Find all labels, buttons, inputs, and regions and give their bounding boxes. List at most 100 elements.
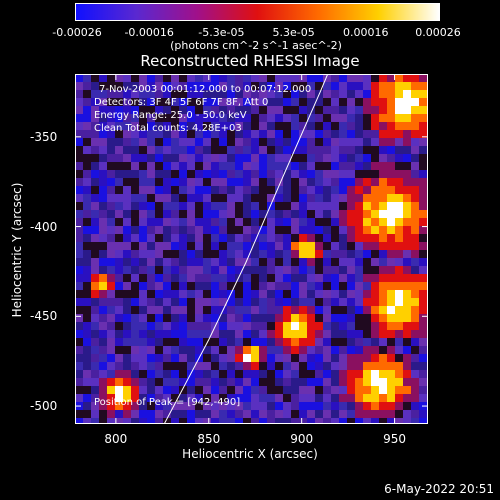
- heatmap-cell: [115, 218, 123, 226]
- heatmap-cell: [179, 338, 187, 346]
- colorbar-tick-label: -0.00016: [124, 26, 174, 39]
- heatmap-cell: [419, 378, 427, 386]
- heatmap-cell: [107, 330, 115, 338]
- heatmap-cell: [187, 298, 195, 306]
- heatmap-cell: [195, 82, 203, 90]
- heatmap-cell: [227, 130, 235, 138]
- heatmap-cell: [267, 234, 275, 242]
- heatmap-cell: [195, 410, 203, 418]
- heatmap-cell: [235, 98, 243, 106]
- heatmap-cell: [251, 106, 259, 114]
- heatmap-cell: [291, 218, 299, 226]
- heatmap-cell: [307, 290, 315, 298]
- heatmap-cell: [339, 210, 347, 218]
- heatmap-cell: [387, 162, 395, 170]
- heatmap-cell: [75, 130, 83, 138]
- heatmap-cell: [403, 162, 411, 170]
- heatmap-cell: [395, 242, 403, 250]
- heatmap-cell: [187, 354, 195, 362]
- heatmap-cell: [291, 290, 299, 298]
- heatmap-cell: [419, 106, 427, 114]
- heatmap-cell: [187, 314, 195, 322]
- heatmap-cell: [251, 250, 259, 258]
- heatmap-cell: [371, 298, 379, 306]
- heatmap-cell: [219, 170, 227, 178]
- heatmap-cell: [195, 282, 203, 290]
- heatmap-cell: [211, 226, 219, 234]
- heatmap-cell: [139, 266, 147, 274]
- heatmap-cell: [171, 290, 179, 298]
- heatmap-cell: [403, 402, 411, 410]
- heatmap-cell: [171, 170, 179, 178]
- heatmap-cell: [235, 194, 243, 202]
- heatmap-cell: [355, 154, 363, 162]
- heatmap-cell: [291, 242, 299, 250]
- heatmap-cell: [203, 218, 211, 226]
- heatmap-cell: [203, 154, 211, 162]
- heatmap-cell: [155, 266, 163, 274]
- heatmap-cell: [99, 138, 107, 146]
- heatmap-cell: [147, 130, 155, 138]
- heatmap-cell: [99, 330, 107, 338]
- heatmap-cell: [179, 74, 187, 82]
- heatmap-cell: [291, 210, 299, 218]
- heatmap-cell: [115, 74, 123, 82]
- heatmap-cell: [123, 138, 131, 146]
- heatmap-cell: [259, 290, 267, 298]
- heatmap-cell: [259, 114, 267, 122]
- heatmap-cell: [371, 138, 379, 146]
- heatmap-cell: [315, 122, 323, 130]
- heatmap-cell: [299, 202, 307, 210]
- heatmap-cell: [235, 130, 243, 138]
- heatmap-cell: [323, 394, 331, 402]
- heatmap-cell: [331, 354, 339, 362]
- heatmap-cell: [411, 162, 419, 170]
- heatmap-cell: [83, 146, 91, 154]
- heatmap-cell: [155, 314, 163, 322]
- heatmap-cell: [171, 354, 179, 362]
- heatmap-cell: [403, 194, 411, 202]
- heatmap-cell: [299, 138, 307, 146]
- heatmap-plot: [75, 74, 428, 424]
- heatmap-cell: [283, 402, 291, 410]
- heatmap-cell: [307, 402, 315, 410]
- heatmap-cell: [211, 266, 219, 274]
- heatmap-cell: [187, 98, 195, 106]
- heatmap-cell: [147, 194, 155, 202]
- heatmap-cell: [235, 162, 243, 170]
- heatmap-cell: [155, 210, 163, 218]
- heatmap-cell: [155, 274, 163, 282]
- heatmap-cell: [315, 194, 323, 202]
- heatmap-cell: [419, 410, 427, 418]
- heatmap-cell: [163, 394, 171, 402]
- heatmap-cell: [315, 250, 323, 258]
- heatmap-cell: [211, 258, 219, 266]
- heatmap-cell: [171, 386, 179, 394]
- heatmap-cell: [411, 258, 419, 266]
- heatmap-cell: [75, 378, 83, 386]
- annotation-total-counts: Clean Total counts: 4.28E+03: [94, 123, 242, 134]
- heatmap-cell: [371, 74, 379, 82]
- heatmap-cell: [235, 242, 243, 250]
- heatmap-cell: [419, 258, 427, 266]
- heatmap-cell: [163, 90, 171, 98]
- heatmap-cell: [219, 234, 227, 242]
- heatmap-cell: [275, 162, 283, 170]
- heatmap-cell: [131, 298, 139, 306]
- colorbar-tick-label: 0.00016: [343, 26, 389, 39]
- heatmap-cell: [227, 146, 235, 154]
- heatmap-cell: [123, 346, 131, 354]
- heatmap-cell: [419, 138, 427, 146]
- heatmap-cell: [115, 138, 123, 146]
- heatmap-cell: [107, 298, 115, 306]
- heatmap-cell: [355, 402, 363, 410]
- heatmap-cell: [139, 298, 147, 306]
- heatmap-cell: [219, 162, 227, 170]
- heatmap-cell: [211, 370, 219, 378]
- heatmap-cell: [139, 386, 147, 394]
- heatmap-cell: [147, 234, 155, 242]
- heatmap-cell: [403, 114, 411, 122]
- heatmap-cell: [363, 250, 371, 258]
- heatmap-cell: [411, 226, 419, 234]
- heatmap-cell: [147, 186, 155, 194]
